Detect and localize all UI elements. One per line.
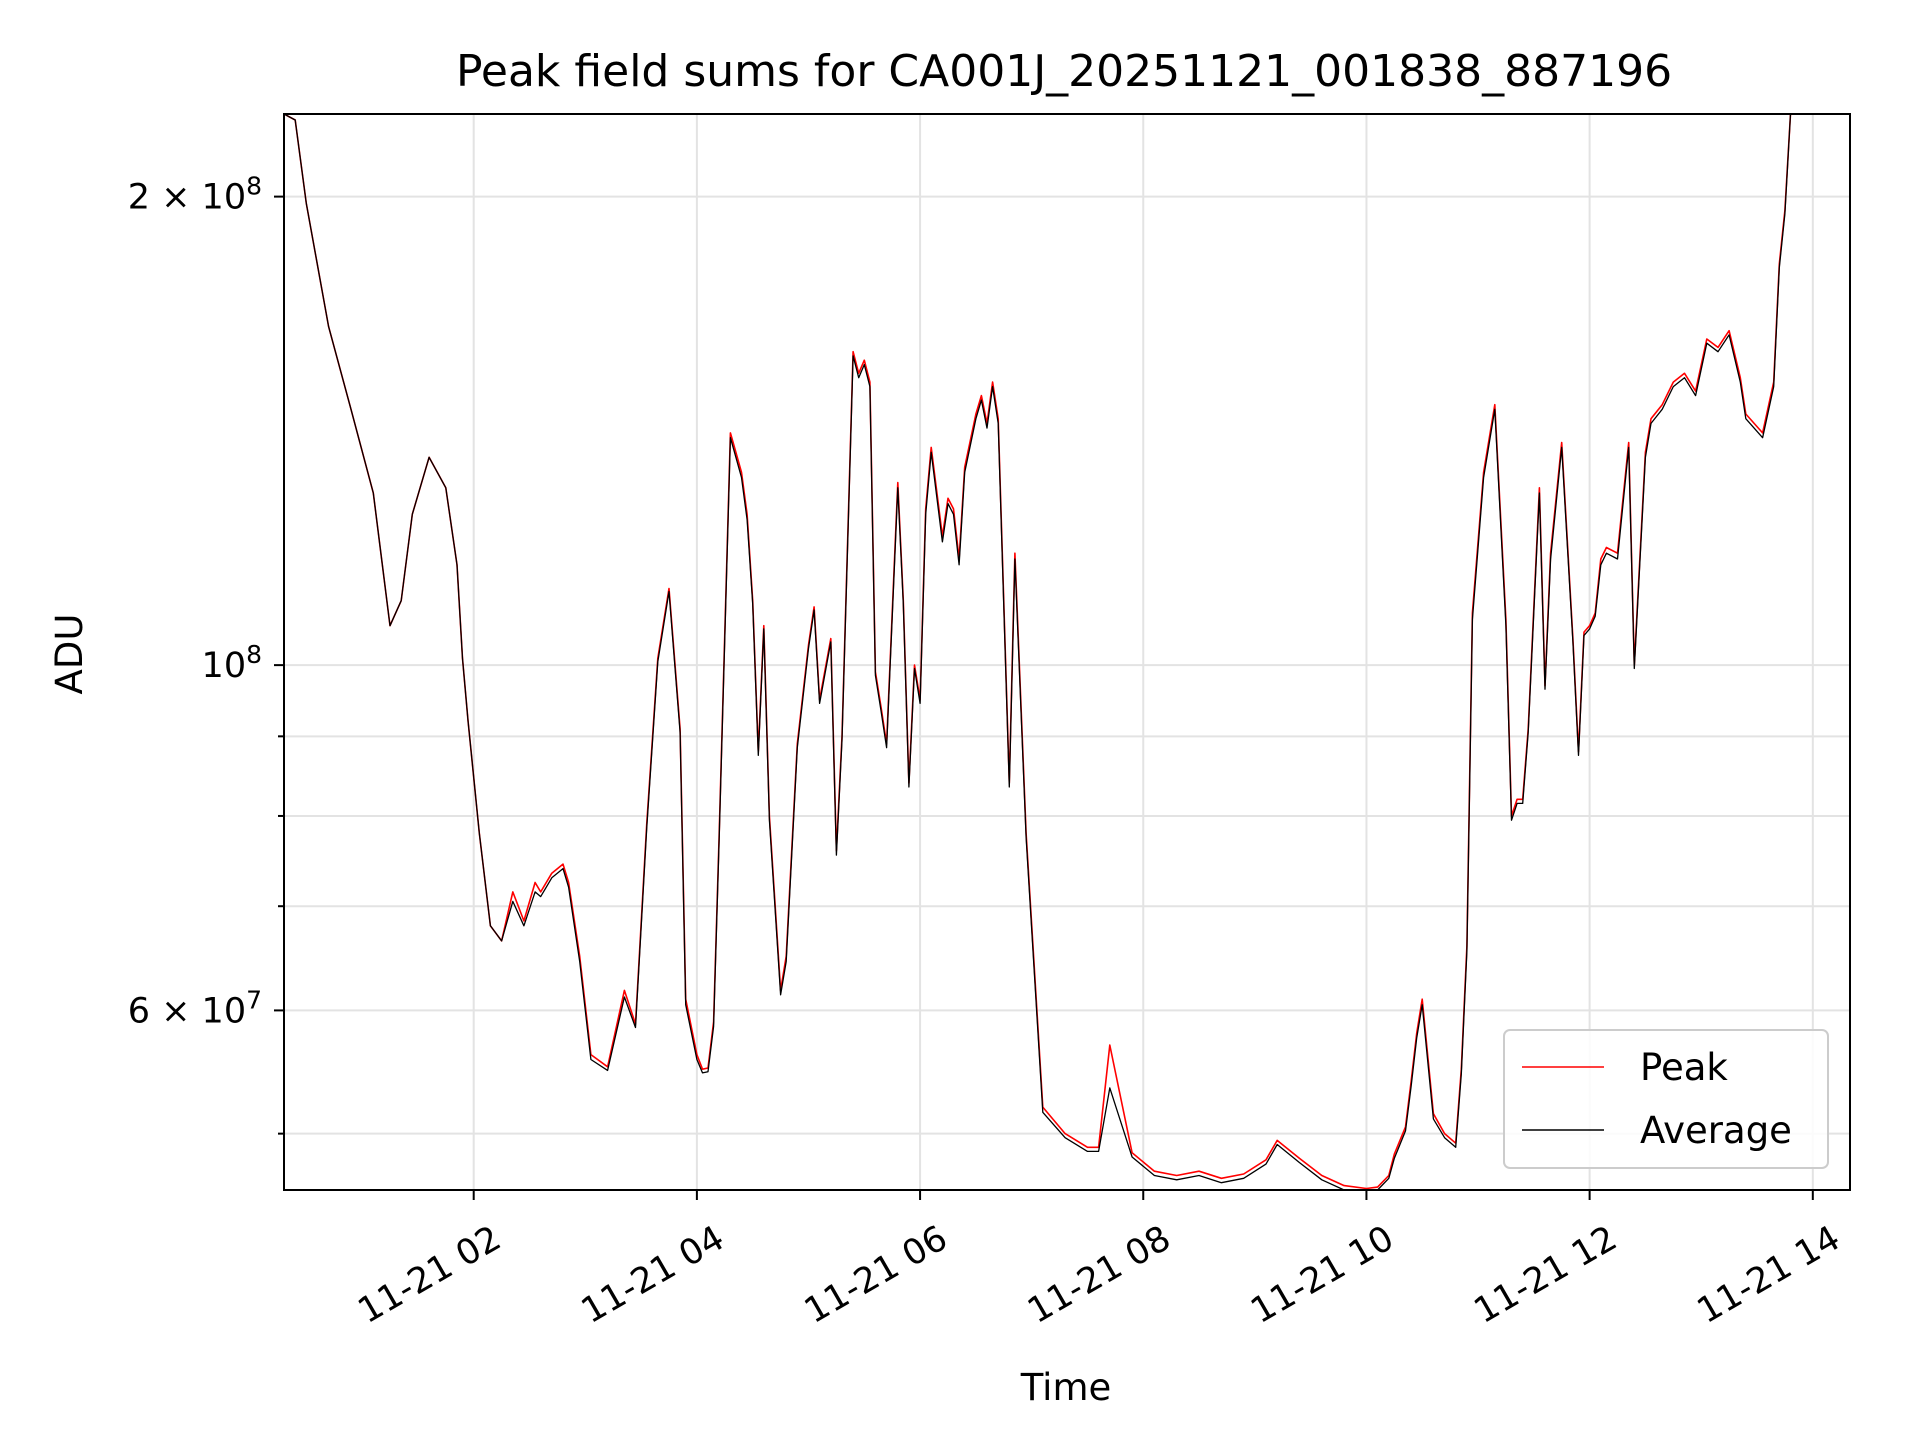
y-tick-label-text: 6 × 107 <box>128 985 262 1031</box>
y-axis: 6 × 107 108 2 × 108 <box>128 172 284 1135</box>
series-line-average <box>284 114 1792 1190</box>
legend-label-average: Average <box>1640 1109 1792 1152</box>
legend[interactable]: Peak Average <box>1503 1029 1829 1169</box>
legend-label-peak: Peak <box>1640 1046 1728 1089</box>
plot-area <box>284 114 1792 1190</box>
y-tick-label: 2 × 108 <box>128 172 262 218</box>
y-tick-label: 6 × 107 <box>128 985 262 1031</box>
y-tick-label-text: 108 <box>202 640 262 686</box>
legend-box <box>1503 1029 1829 1169</box>
chart-title: Peak field sums for CA001J_20251121_0018… <box>456 46 1672 97</box>
y-tick-label-text: 2 × 108 <box>128 172 262 218</box>
grid <box>284 114 1850 1190</box>
y-tick-label: 108 <box>202 640 262 686</box>
x-axis-title: Time <box>1020 1366 1112 1409</box>
y-axis-title: ADU <box>48 614 91 695</box>
axes-frame <box>283 113 1851 1191</box>
